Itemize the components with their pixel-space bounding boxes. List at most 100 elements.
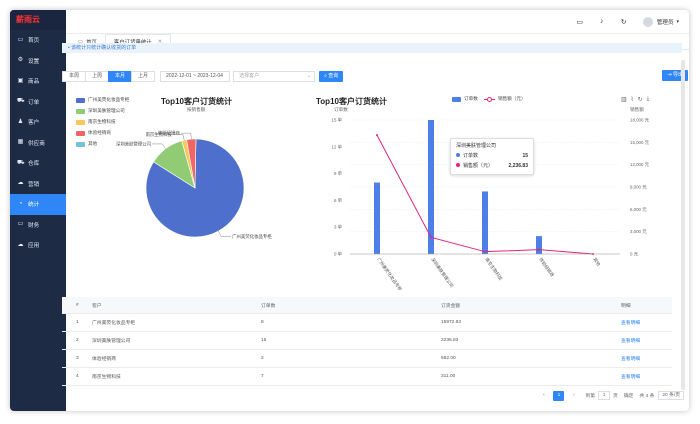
- legend-amount[interactable]: 销售额（元）: [484, 96, 526, 102]
- bar-chart-icon[interactable]: ▥: [621, 97, 627, 103]
- table-row: 2 深圳美肤管理公司 15 2236.83 查看明细: [62, 332, 672, 350]
- combo-chart-title: Top10客户订货统计: [316, 97, 387, 106]
- bar[interactable]: [482, 191, 488, 254]
- customer-select[interactable]: 选择客户 ⌄: [233, 70, 316, 82]
- pie-legend-item[interactable]: 广州美荧化妆品专柜: [76, 97, 129, 103]
- table-cell-orders: 2: [261, 356, 264, 361]
- view-detail-link[interactable]: 查看明细: [621, 339, 641, 344]
- prev-page-button[interactable]: ‹: [543, 392, 545, 398]
- y-right-tick: 0 元: [630, 252, 639, 258]
- supplier-icon: ▦: [17, 139, 24, 146]
- card-icon: ▭: [17, 221, 24, 228]
- sidebar-item-9[interactable]: ▭ 财务: [10, 215, 66, 236]
- sidebar-item-4[interactable]: ♟ 客户: [10, 112, 66, 133]
- date-range-input[interactable]: 2022-12-01 ~ 2023-12-04: [160, 70, 231, 82]
- legend-swatch: [76, 130, 85, 136]
- sidebar-item-label: 统计: [28, 202, 40, 209]
- line-point[interactable]: [484, 250, 486, 253]
- y-left-tick: 3 单: [334, 224, 343, 231]
- legend-orders[interactable]: 订单数: [452, 96, 478, 102]
- tooltip-dot: [456, 153, 460, 157]
- goto-page-input[interactable]: 1: [598, 391, 611, 400]
- user-name[interactable]: 管理员: [656, 19, 674, 26]
- sidebar-item-5[interactable]: ▦ 供应商: [10, 133, 66, 154]
- next-page-button[interactable]: ›: [573, 392, 575, 398]
- export-button[interactable]: ⇥ 导出: [662, 70, 688, 81]
- pie-legend-item[interactable]: 体验经销商: [76, 130, 111, 136]
- sidebar-item-label: 设置: [28, 58, 40, 65]
- col-header: 订货金额: [441, 303, 461, 309]
- line-point[interactable]: [376, 134, 378, 137]
- table-cell-customer: 南京生物科技: [92, 375, 121, 380]
- query-button[interactable]: ⌕ 查询: [319, 70, 344, 82]
- page-size-select[interactable]: 20 条/页: [658, 391, 684, 400]
- view-detail-link[interactable]: 查看明细: [621, 357, 641, 362]
- pie-legend-item[interactable]: 其他: [76, 141, 97, 147]
- sidebar-item-3[interactable]: ⛟ 订单: [10, 92, 66, 113]
- legend-label: 其他: [88, 141, 98, 146]
- tooltip-dot: [456, 163, 460, 167]
- legend-label: 销售额（元）: [498, 96, 526, 101]
- table-cell-idx: 3: [76, 356, 79, 361]
- pie-slice[interactable]: [145, 138, 245, 238]
- notice-banner: • 该统计只统计确认收货的订单: [62, 43, 682, 53]
- avatar[interactable]: [642, 16, 653, 27]
- sidebar-item-8[interactable]: ◔ 统计: [10, 194, 66, 215]
- view-detail-link[interactable]: 查看明细: [621, 321, 641, 326]
- legend-label: 南京生物科技: [88, 119, 116, 124]
- goto-label: 到第: [585, 394, 596, 399]
- bell-icon[interactable]: ♪: [599, 18, 604, 25]
- sidebar-item-label: 首页: [28, 38, 40, 45]
- goto-confirm-button[interactable]: 确定: [623, 394, 634, 399]
- page-button-1[interactable]: 1: [553, 390, 565, 401]
- sidebar-item-7[interactable]: ☁ 营销: [10, 174, 66, 195]
- y-left-tick: 12 单: [332, 143, 343, 150]
- monitor-icon[interactable]: ▭: [576, 18, 583, 26]
- refresh-icon[interactable]: ↻: [620, 18, 627, 26]
- line-point[interactable]: [430, 236, 432, 239]
- top-bar: ▭ ♪ ↻ 管理员 ▾: [66, 10, 689, 34]
- refresh-icon[interactable]: ↻: [637, 97, 643, 103]
- pagination: ‹ 1 › 到第 1 页 确定 共 4 条 20 条/页: [536, 390, 684, 401]
- period-last-week[interactable]: 上周: [85, 70, 110, 82]
- period-this-week[interactable]: 本周: [62, 70, 87, 82]
- sidebar-item-2[interactable]: ▣ 商品: [10, 71, 66, 92]
- table-cell-idx: 1: [76, 320, 79, 325]
- table-header: # 客户 订单数 订货金额 明细: [62, 297, 672, 314]
- sidebar-item-label: 仓库: [28, 161, 40, 168]
- filter-bar: 本周 上周 本月 上月 2022-12-01 ~ 2023-12-04 选择客户…: [62, 70, 344, 82]
- sidebar-item-1[interactable]: ⚙ 设置: [10, 51, 66, 72]
- download-icon[interactable]: ⤓: [646, 96, 650, 102]
- chevron-down-icon[interactable]: ▾: [676, 18, 679, 25]
- x-tick: 南京生物科技: [483, 256, 504, 282]
- sidebar-item-label: 供应商: [28, 140, 45, 147]
- tab-home[interactable]: ▭首页: [70, 34, 105, 49]
- pie-legend-item[interactable]: 深圳美肤管理公司: [76, 108, 125, 114]
- table-cell-orders: 15: [261, 338, 267, 343]
- pie-legend-item[interactable]: 南京生物科技: [76, 119, 116, 125]
- y-right-tick: 18,000 元: [630, 118, 650, 124]
- x-tick: 体验经销商: [537, 256, 556, 278]
- line-chart-icon[interactable]: ⌇: [630, 97, 634, 103]
- line-point[interactable]: [538, 248, 540, 251]
- col-header: 客户: [92, 303, 102, 309]
- bar[interactable]: [536, 236, 542, 254]
- legend-swatch: [452, 96, 461, 102]
- bar[interactable]: [428, 120, 434, 254]
- pie-label-line: [172, 134, 185, 141]
- scrollbar[interactable]: [681, 60, 685, 390]
- bar[interactable]: [374, 182, 380, 254]
- table-row: 1 广州美荧化妆品专柜 8 15972.83 查看明细: [62, 314, 672, 332]
- table-cell-amount: 2236.83: [441, 338, 459, 343]
- period-this-month[interactable]: 本月: [108, 70, 133, 82]
- close-icon[interactable]: ✕: [157, 39, 163, 45]
- sidebar-item-label: 商品: [28, 79, 40, 86]
- cloud-icon: ☁: [17, 241, 24, 248]
- sidebar-item-10[interactable]: ☁ 应用: [10, 235, 66, 256]
- pie-label-line: [152, 143, 166, 149]
- period-last-month[interactable]: 上月: [131, 70, 156, 82]
- sidebar-item-0[interactable]: ▭ 首页: [10, 30, 66, 51]
- sidebar-item-6[interactable]: ⛟ 仓库: [10, 153, 66, 174]
- tooltip-label: 销售额（元）: [463, 163, 494, 169]
- view-detail-link[interactable]: 查看明细: [621, 375, 641, 380]
